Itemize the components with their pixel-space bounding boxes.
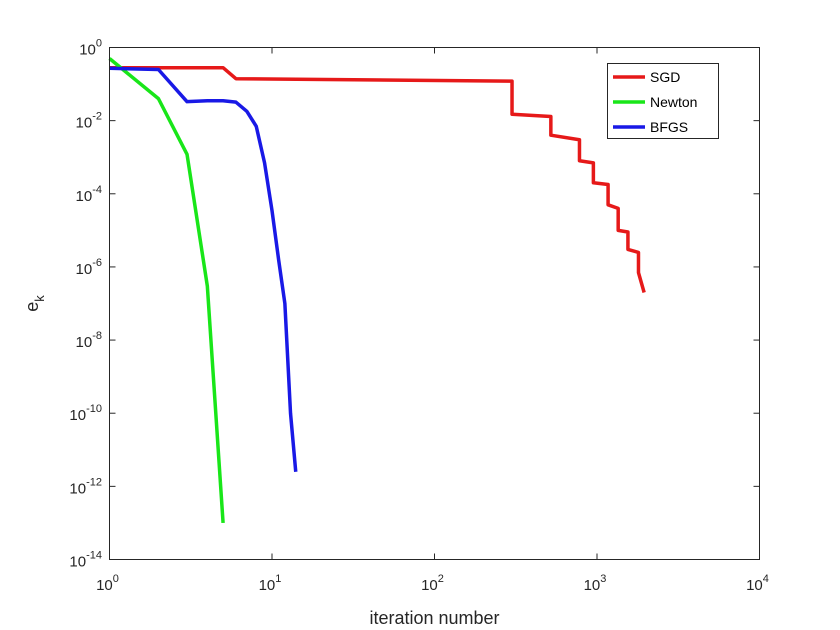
series-line-sgd xyxy=(109,65,646,293)
y-tick-labels: 100 10-2 10-4 10-6 10-8 10-10 10-12 10-14 xyxy=(69,38,102,571)
series-line-bfgs xyxy=(109,66,298,472)
y-axis-label-sub: k xyxy=(32,295,47,302)
x-tick-label: 104 xyxy=(746,573,769,594)
legend-label-bfgs: BFGS xyxy=(650,119,688,135)
y-tick-label: 10-8 xyxy=(76,330,102,351)
y-axis-label: ek xyxy=(22,295,47,312)
y-tick-label: 10-10 xyxy=(69,403,102,424)
svg-text:ek: ek xyxy=(22,295,47,312)
y-tick-label: 100 xyxy=(79,38,102,59)
y-tick-label: 10-6 xyxy=(76,257,102,278)
legend-label-newton: Newton xyxy=(650,94,697,110)
axes-box xyxy=(109,47,760,560)
y-axis-label-main: e xyxy=(22,302,42,312)
y-tick-label: 10-4 xyxy=(76,184,102,205)
legend-label-sgd: SGD xyxy=(650,69,680,85)
legend: SGD Newton BFGS xyxy=(607,63,719,139)
series-layer xyxy=(108,57,646,524)
y-tick-label: 10-14 xyxy=(69,550,102,571)
x-tick-label: 101 xyxy=(259,573,282,594)
y-tick-label: 10-12 xyxy=(69,476,102,497)
x-tick-label: 100 xyxy=(96,573,119,594)
x-axis-label: iteration number xyxy=(369,608,499,628)
series-line-newton xyxy=(108,57,225,524)
x-tick-label: 103 xyxy=(584,573,607,594)
x-tick-labels: 100 101 102 103 104 xyxy=(96,573,769,594)
y-tick-label: 10-2 xyxy=(76,111,102,132)
x-tick-label: 102 xyxy=(421,573,444,594)
